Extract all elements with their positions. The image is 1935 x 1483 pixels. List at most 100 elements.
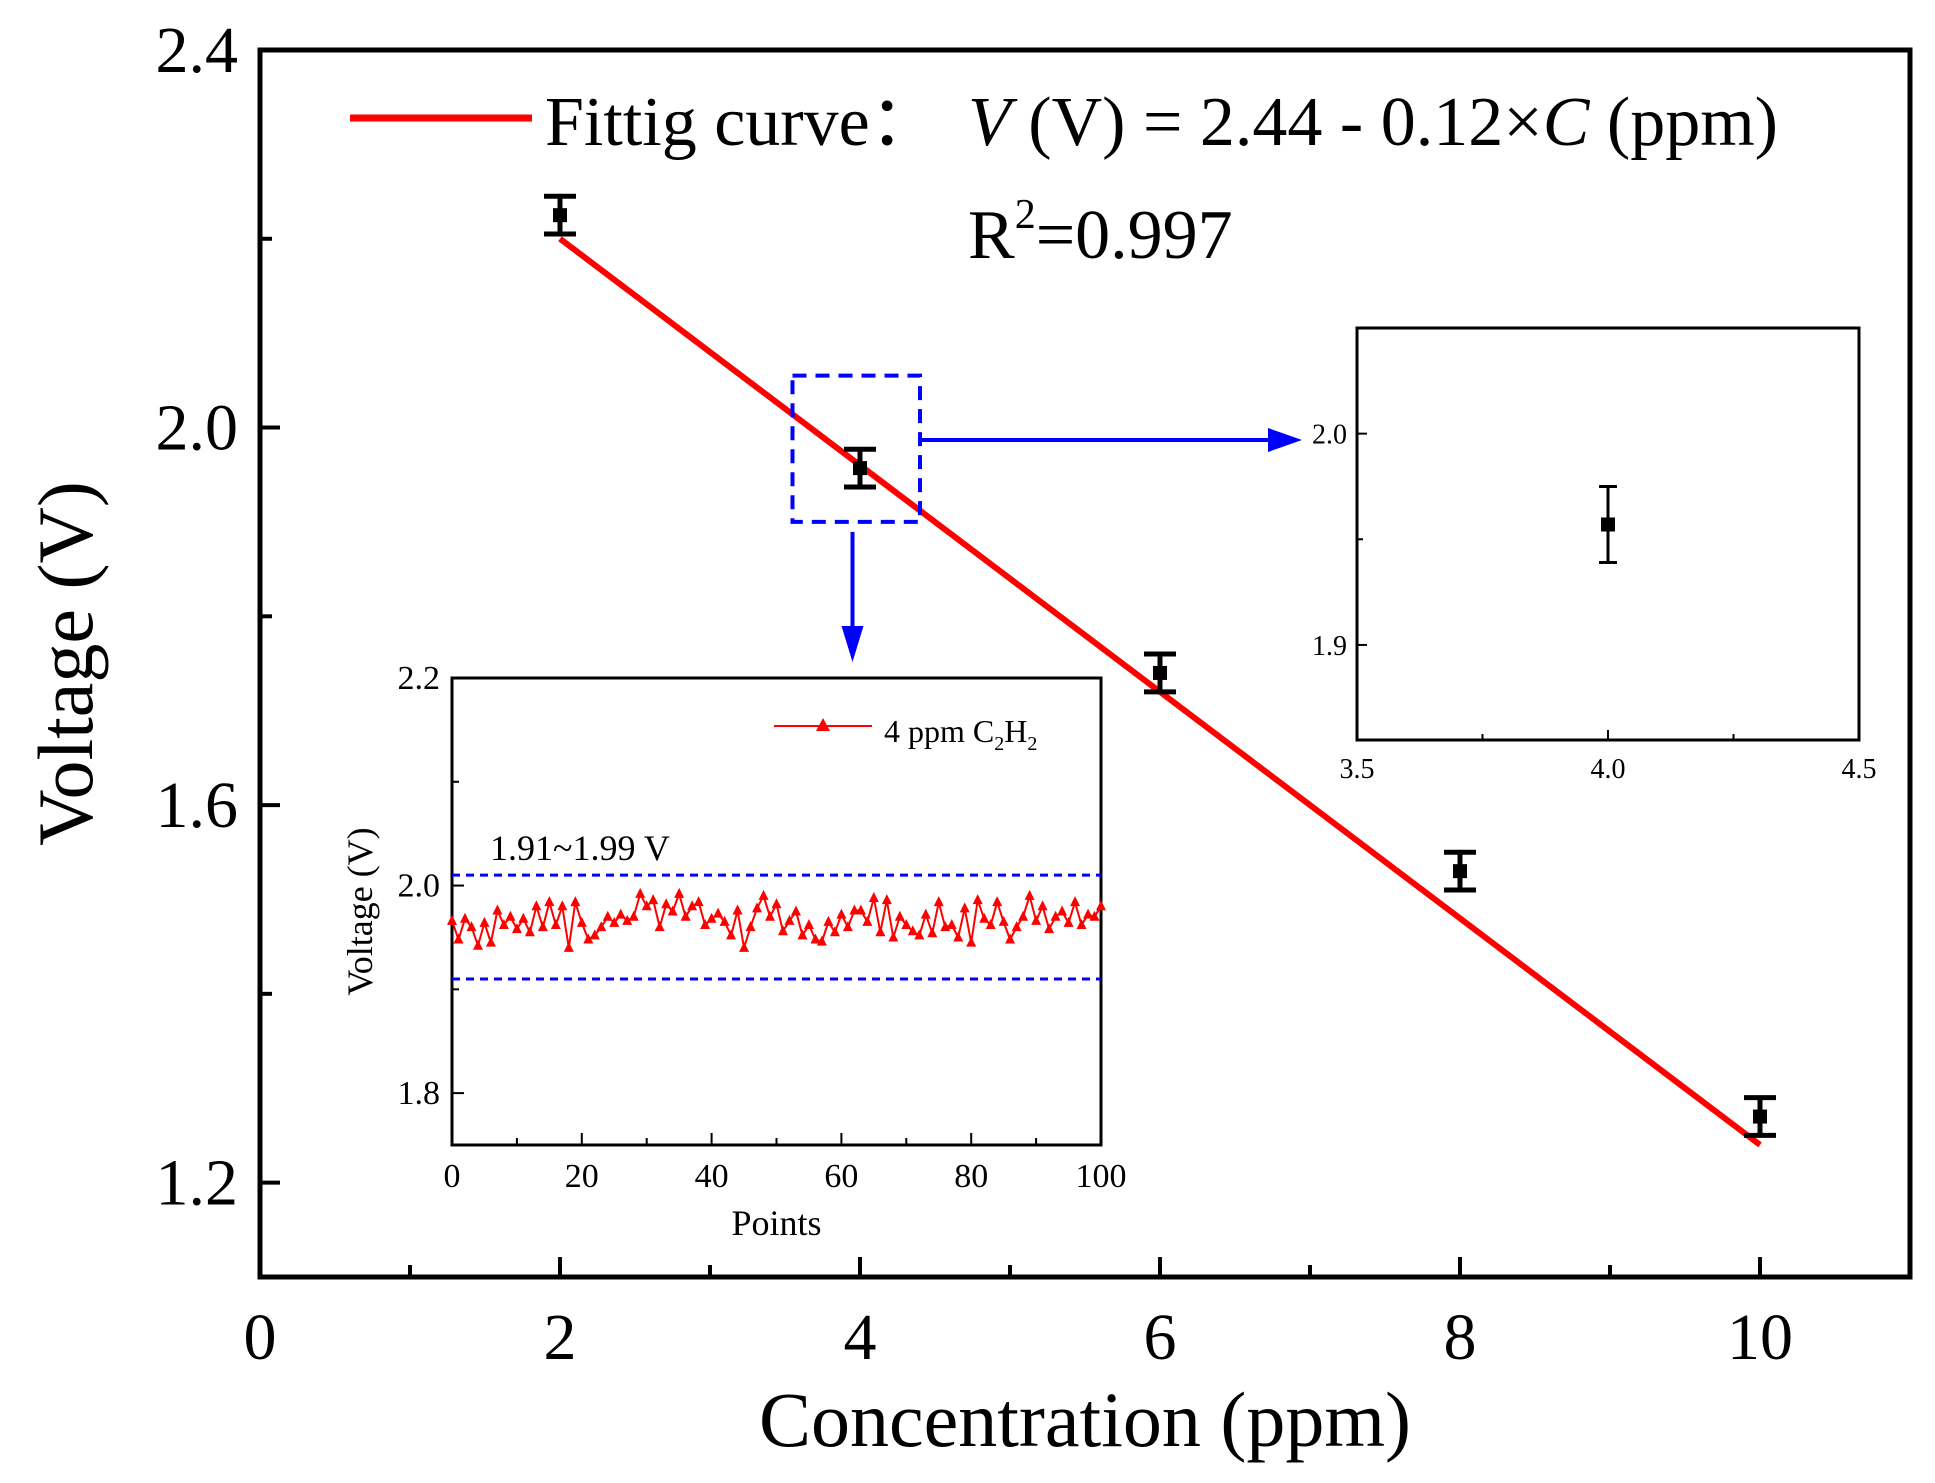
stability-data-point xyxy=(674,887,685,898)
stability-data-point xyxy=(829,926,840,937)
stability-data-point xyxy=(1050,910,1061,921)
stability-data-point xyxy=(797,929,808,940)
stability-data-point xyxy=(505,910,516,921)
stability-y-axis-title: Voltage (V) xyxy=(340,827,380,995)
stability-x-tick-label: 100 xyxy=(1076,1158,1127,1195)
stability-data-point xyxy=(1005,933,1016,944)
stability-x-tick-label: 40 xyxy=(695,1158,729,1195)
stability-data-point xyxy=(907,925,918,936)
fit-equation-v-unit: (V) = 2.44 - 0.12× xyxy=(1011,84,1543,161)
stability-data-point xyxy=(888,931,899,942)
stability-data-point xyxy=(687,900,698,911)
stability-data-point xyxy=(453,933,464,944)
stability-data-point xyxy=(1018,910,1029,921)
stability-data-point xyxy=(953,931,964,942)
zoom-y-tick-label: 1.9 xyxy=(1312,631,1347,662)
y-axis-title: Voltage (V) xyxy=(22,481,109,846)
stability-data-point xyxy=(771,898,782,909)
main-plot-frame xyxy=(257,47,1913,1280)
stability-data-point xyxy=(661,898,672,909)
stability-data-point xyxy=(784,914,795,925)
legend-fit-label: Fittig curve： xyxy=(545,84,940,161)
stability-data-point xyxy=(745,921,756,932)
data-point xyxy=(1453,864,1467,879)
stability-x-tick-label: 80 xyxy=(954,1158,988,1195)
main-plot: 0 2 4 6 8 10 1.2 1.6 2.0 2.4 Concentration (ppm) Vo… xyxy=(22,14,1913,1463)
data-point xyxy=(853,461,867,476)
stability-data-point xyxy=(1076,918,1087,929)
stability-data-point xyxy=(648,894,659,905)
y-tick-label: 1.2 xyxy=(156,1147,239,1220)
stability-data-point xyxy=(914,929,925,940)
stability-data-point xyxy=(576,916,587,927)
stability-data-point xyxy=(868,892,879,903)
zoom-data-point xyxy=(1601,517,1615,532)
stability-data-point xyxy=(959,902,970,913)
stability-data-point xyxy=(706,912,717,923)
stability-x-tick-label: 0 xyxy=(444,1158,461,1195)
stability-data-point xyxy=(654,921,665,932)
stability-data-point xyxy=(466,921,477,932)
y-tick-label: 2.0 xyxy=(156,392,239,465)
band-label: 1.91~1.99 V xyxy=(490,828,670,868)
stability-data-point xyxy=(1089,910,1100,921)
stability-data-point xyxy=(1037,900,1048,911)
fit-r-squared-sup: 2 xyxy=(1015,192,1036,238)
stability-data-point xyxy=(842,921,853,932)
stability-data-point xyxy=(550,918,561,929)
stability-y-tick-label: 1.8 xyxy=(398,1075,441,1112)
stability-data-point xyxy=(589,929,600,940)
stability-data-point xyxy=(492,904,503,915)
stability-legend-marker xyxy=(816,718,830,731)
stability-legend-label: 4 ppm C2H2 xyxy=(884,713,1037,755)
stability-legend-sub1: 2 xyxy=(994,733,1004,755)
stability-data-point xyxy=(966,936,977,947)
stability-x-tick-label: 60 xyxy=(824,1158,858,1195)
stability-data-point xyxy=(479,916,490,927)
stability-data-point xyxy=(933,896,944,907)
stability-data-point xyxy=(511,923,522,934)
x-tick-label: 6 xyxy=(1144,1301,1177,1374)
x-axis-title: Concentration (ppm) xyxy=(759,1376,1411,1463)
stability-data-point xyxy=(823,915,834,926)
zoom-x-tick-label: 4.5 xyxy=(1842,754,1877,785)
stability-data-point xyxy=(1044,923,1055,934)
stability-data-point xyxy=(700,918,711,929)
stability-data-point xyxy=(1070,896,1081,907)
stability-data-point xyxy=(596,921,607,932)
fit-equation-c: C xyxy=(1543,84,1591,161)
fit-equation: V (V) = 2.44 - 0.12×C (ppm) xyxy=(968,84,1778,161)
zoom-y-tick-label: 2.0 xyxy=(1312,420,1347,451)
stability-data-point xyxy=(1024,889,1035,900)
stability-y-tick-label: 2.2 xyxy=(398,660,441,697)
fit-equation-v: V xyxy=(968,84,1018,161)
stability-x-tick-label: 20 xyxy=(565,1158,599,1195)
stability-data-point xyxy=(758,889,769,900)
data-point xyxy=(1753,1109,1767,1124)
stability-data-point xyxy=(693,896,704,907)
stability-data-point xyxy=(609,916,620,927)
stability-data-point xyxy=(531,900,542,911)
stability-data-point xyxy=(459,912,470,923)
stability-data-point xyxy=(472,939,483,950)
stability-data-point xyxy=(752,902,763,913)
stability-data-point xyxy=(765,910,776,921)
data-point xyxy=(553,208,567,223)
zoom-inset-plot: 3.5 4.0 4.5 1.9 2.0 xyxy=(1312,326,1877,785)
stability-data-point xyxy=(518,912,529,923)
stability-data-point xyxy=(544,896,555,907)
stability-data-point xyxy=(713,907,724,918)
stability-data-point xyxy=(1031,914,1042,925)
stability-data-point xyxy=(803,918,814,929)
stability-data-point xyxy=(998,915,1009,926)
stability-data-point xyxy=(946,918,957,929)
stability-data-point xyxy=(628,910,639,921)
stability-data-point xyxy=(920,908,931,919)
stability-data-point xyxy=(739,941,750,952)
zoom-arrows xyxy=(841,428,1302,662)
arrow-down-head xyxy=(841,626,864,662)
stability-data-point xyxy=(810,933,821,944)
stability-data-point xyxy=(777,925,788,936)
stability-data-point xyxy=(524,926,535,937)
